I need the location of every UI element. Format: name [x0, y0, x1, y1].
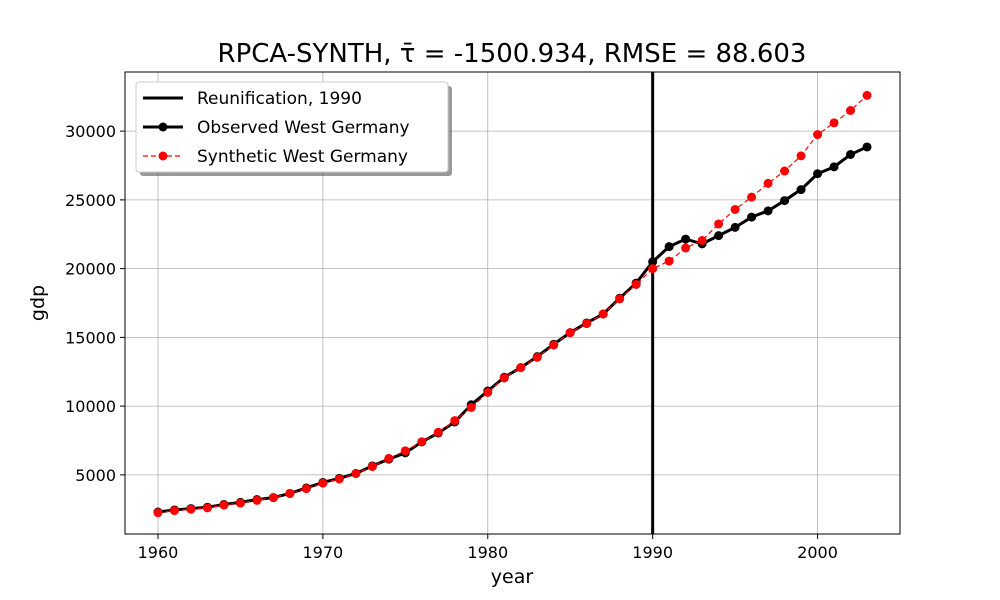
synthetic-point: [516, 363, 526, 373]
x-tick-label: 1980: [467, 543, 508, 562]
legend-synthetic-marker: [158, 151, 168, 161]
observed-point: [648, 257, 658, 267]
y-tick-label: 15000: [65, 328, 116, 347]
grid: [125, 72, 900, 534]
observed-point: [780, 196, 790, 206]
synthetic-point: [780, 166, 790, 176]
synthetic-point: [714, 219, 724, 229]
y-tick-label: 10000: [65, 397, 116, 416]
y-tick-label: 5000: [75, 466, 116, 485]
synthetic-point: [202, 503, 212, 513]
synthetic-point: [846, 106, 856, 115]
observed-point: [862, 142, 872, 152]
synthetic-point: [186, 504, 196, 514]
synthetic-point: [285, 488, 295, 498]
legend: Reunification, 1990 Observed West German…: [135, 81, 452, 176]
legend-box: [135, 81, 449, 173]
synthetic-point: [664, 256, 674, 266]
synthetic-point: [829, 118, 839, 128]
synthetic-point: [219, 500, 229, 510]
x-tick-label: 1990: [632, 543, 673, 562]
synthetic-point: [483, 387, 493, 397]
observed-point: [796, 185, 806, 195]
synthetic-point: [565, 328, 575, 338]
synthetic-point: [466, 403, 476, 412]
synthetic-point: [153, 508, 163, 518]
synthetic-point: [681, 243, 691, 253]
synthetic-point: [648, 264, 658, 274]
observed-point: [730, 222, 740, 232]
observed-point: [747, 212, 757, 222]
x-tick-label: 1970: [303, 543, 344, 562]
chart-title: RPCA-SYNTH, τ̄ = -1500.934, RMSE = 88.60…: [218, 39, 807, 69]
synthetic-point: [268, 493, 278, 503]
synthetic-point: [334, 474, 344, 484]
synthetic-point: [169, 506, 179, 516]
synthetic-point: [549, 340, 559, 350]
observed-point: [714, 231, 724, 241]
observed-point: [846, 150, 856, 159]
synthetic-point: [318, 478, 328, 488]
synthetic-point: [582, 319, 592, 329]
synthetic-point: [450, 416, 460, 426]
y-tick-label: 20000: [65, 260, 116, 279]
synthetic-point: [697, 235, 707, 245]
observed-point: [681, 234, 691, 244]
legend-synthetic-label: Synthetic West Germany: [197, 147, 408, 167]
synthetic-point: [532, 352, 542, 362]
legend-observed-label: Observed West Germany: [197, 118, 410, 138]
observed-point: [813, 169, 823, 179]
y-tick-label: 25000: [65, 191, 116, 210]
series-layer: [153, 72, 872, 534]
observed-point: [763, 206, 773, 216]
synthetic-point: [384, 453, 394, 463]
synthetic-point: [433, 427, 443, 437]
synthetic-point: [598, 309, 608, 319]
x-axis-label: year: [491, 566, 534, 588]
legend-observed-marker: [158, 122, 168, 132]
synthetic-point: [252, 495, 262, 505]
plot-frame: [124, 71, 901, 535]
synthetic-point: [730, 205, 740, 214]
synthetic-point: [417, 437, 427, 447]
synthetic-point: [747, 192, 757, 202]
y-axis-label: gdp: [27, 285, 49, 321]
synthetic-point: [796, 151, 806, 161]
synthetic-point: [301, 484, 311, 494]
synthetic-point: [351, 469, 361, 478]
y-tick-label: 30000: [65, 122, 116, 141]
ticks: 1960 1970 1980 1990 2000 5000 10000 15000 20000 2…: [65, 122, 838, 562]
x-tick-label: 1960: [138, 543, 179, 562]
synthetic-point: [813, 130, 823, 140]
synthetic-point: [763, 178, 773, 188]
synthetic-point: [367, 462, 377, 472]
synthetic-point: [631, 279, 641, 289]
observed-point: [829, 162, 839, 172]
synthetic-point: [235, 498, 245, 508]
synthetic-point: [615, 294, 625, 304]
legend-event-label: Reunification, 1990: [197, 89, 362, 109]
synthetic-point: [499, 373, 509, 383]
x-tick-label: 2000: [797, 543, 838, 562]
synthetic-point: [862, 90, 872, 100]
synthetic-point: [400, 446, 410, 456]
observed-point: [664, 242, 674, 252]
